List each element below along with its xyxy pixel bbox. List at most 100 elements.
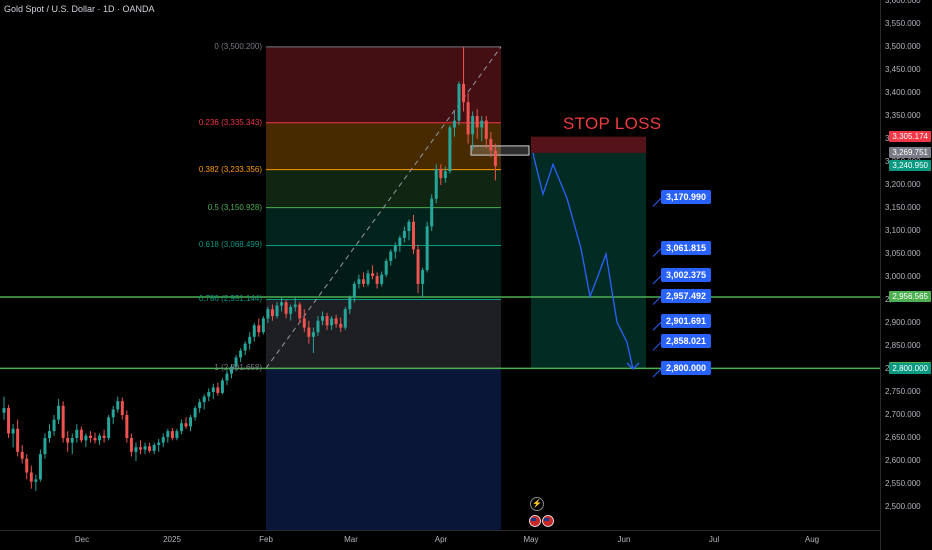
candle-body — [352, 283, 356, 298]
target-leader — [652, 275, 662, 285]
candle-body — [243, 343, 247, 351]
candle-body — [421, 270, 425, 284]
candle-body — [234, 357, 238, 367]
candle-body — [111, 409, 115, 418]
time-tick: Dec — [74, 535, 90, 544]
fib-zone — [266, 46, 501, 123]
entry-marker — [470, 145, 530, 156]
candle-body — [302, 318, 306, 328]
candle-body — [289, 306, 293, 314]
price-tag: 2,800.000 — [889, 363, 931, 374]
target-tag: 3,170.990 — [661, 190, 712, 205]
candle-body — [316, 320, 320, 333]
candle-body — [66, 438, 70, 443]
price-tag: 3,269.751 — [889, 146, 931, 158]
candle-body — [7, 408, 11, 434]
fib-zone — [266, 207, 501, 246]
candle-body — [207, 392, 211, 397]
candle-body — [307, 327, 311, 337]
price-tick: 2,700.000 — [885, 410, 921, 419]
time-tick: Mar — [344, 535, 358, 544]
candle-body — [393, 245, 397, 252]
candle-body — [166, 431, 170, 438]
candle-body — [48, 431, 51, 438]
stop-loss-zone — [531, 136, 646, 153]
candle-body — [225, 373, 229, 381]
target-leader — [652, 248, 662, 257]
profit-zone — [531, 152, 646, 369]
candle-body — [84, 435, 88, 441]
candle-body — [57, 405, 61, 420]
candle-body — [170, 431, 174, 438]
candle-body — [148, 446, 152, 451]
candle-body — [2, 408, 6, 413]
candle-body — [139, 447, 142, 450]
candle-body — [371, 273, 375, 277]
target-leader — [652, 368, 662, 378]
target-tag: 3,061.815 — [661, 240, 712, 255]
candle-body — [248, 336, 252, 344]
candle-body — [493, 150, 497, 167]
candle-body — [70, 438, 74, 443]
candlestick-chart[interactable] — [0, 0, 880, 530]
candle-body — [434, 168, 438, 199]
target-leader — [652, 341, 662, 351]
price-tick: 3,100.000 — [885, 226, 921, 235]
candle-body — [29, 472, 33, 482]
projected-path — [532, 152, 634, 370]
lightning-icon[interactable]: ⚡ — [530, 497, 544, 511]
candle-body — [457, 83, 461, 121]
price-tag: 2,956.565 — [889, 290, 931, 302]
target-leader — [652, 296, 662, 305]
candle-body — [143, 446, 147, 450]
candle-body — [484, 120, 488, 139]
candle-body — [116, 401, 120, 410]
candle-body — [348, 297, 352, 310]
time-tick: Jun — [617, 535, 631, 544]
candle-body — [193, 408, 197, 418]
fib-label: 0.236 (3,335.343) — [198, 117, 262, 127]
target-tag: 3,002.375 — [661, 267, 712, 282]
us-flag-icon[interactable] — [528, 515, 556, 527]
candle-body — [93, 438, 97, 441]
time-tick: Aug — [804, 535, 820, 544]
price-tick: 3,450.000 — [885, 65, 921, 74]
fib-zone — [266, 122, 501, 170]
candle-body — [11, 428, 15, 434]
fib-zone — [266, 245, 501, 300]
price-axis[interactable]: 3,600.000 3,550.000 3,500.000 3,450.000 3,40… — [880, 0, 932, 550]
chart-plot-area[interactable]: Gold Spot / U.S. Dollar · 1D · OANDA STO… — [0, 0, 880, 530]
candle-body — [471, 116, 475, 135]
candle-body — [266, 309, 270, 319]
price-tick: 3,150.000 — [885, 203, 921, 212]
time-tick: Jul — [708, 535, 720, 544]
price-tick: 2,650.000 — [885, 433, 921, 442]
fib-label: 0.5 (3,150.928) — [207, 202, 262, 212]
candle-body — [293, 304, 297, 307]
candle-body — [321, 316, 324, 321]
price-tag: 3,240.950 — [889, 160, 931, 172]
candle-body — [407, 221, 411, 231]
candle-body — [152, 444, 156, 451]
candle-body — [202, 396, 206, 403]
candle-body — [20, 451, 24, 459]
time-axis[interactable]: Dec 2025 Feb Mar Apr May Jun Jul Aug — [0, 530, 880, 550]
candle-body — [462, 83, 466, 103]
price-tick: 3,550.000 — [885, 19, 921, 28]
candle-body — [157, 442, 161, 445]
fib-label: 0.618 (3,068.499) — [198, 240, 262, 250]
fib-trend-line — [265, 46, 502, 369]
candle-body — [298, 304, 302, 319]
price-tick: 3,600.000 — [885, 0, 921, 5]
time-tick: Apr — [434, 535, 448, 544]
candle-body — [184, 423, 188, 427]
candle-body — [416, 249, 420, 284]
fib-zone — [266, 169, 501, 208]
candle-body — [175, 431, 179, 438]
target-tag: 2,858.021 — [661, 334, 712, 349]
candle-body — [439, 168, 443, 179]
time-tick: May — [523, 535, 539, 544]
target-leader — [652, 197, 662, 207]
candle-body — [284, 302, 288, 314]
candle-body — [120, 401, 124, 415]
